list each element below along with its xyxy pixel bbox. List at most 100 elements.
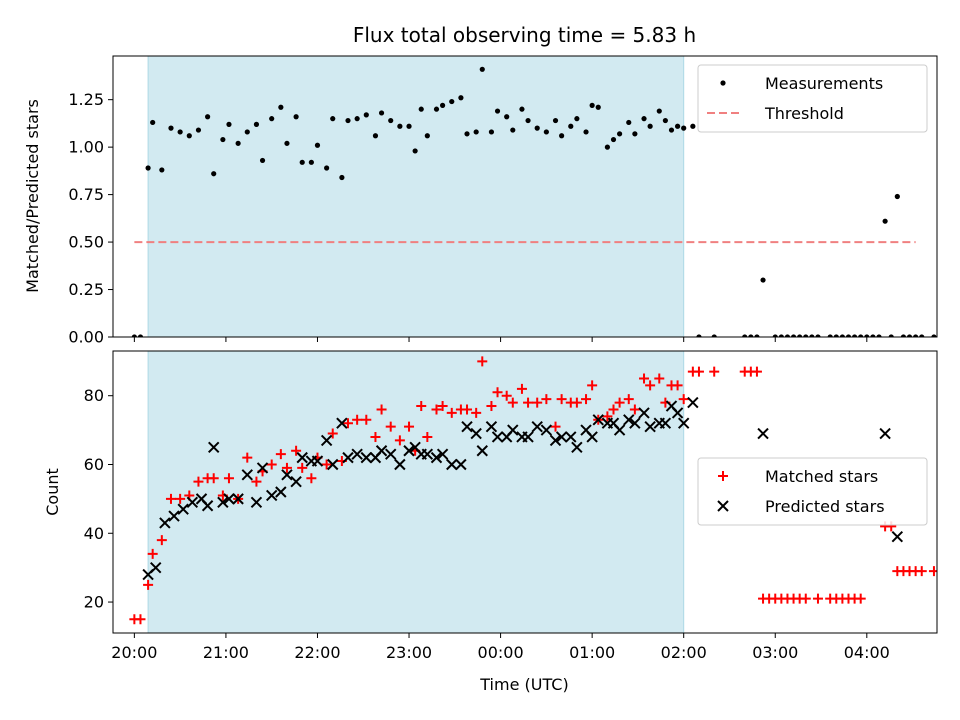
data-point xyxy=(638,407,650,419)
data-point xyxy=(882,218,888,224)
data-point xyxy=(278,104,284,110)
legend-marker xyxy=(720,80,726,86)
data-point xyxy=(790,334,797,337)
data-point xyxy=(540,424,553,436)
legend-marker xyxy=(718,471,728,481)
data-point xyxy=(644,420,656,433)
data-point xyxy=(543,129,549,135)
data-point xyxy=(137,334,144,337)
x-axis-label: Time (UTC) xyxy=(479,675,568,694)
data-point xyxy=(629,404,640,415)
data-point xyxy=(311,455,324,467)
data-point xyxy=(797,334,803,337)
x-tick-label: 01:00 xyxy=(569,643,615,662)
data-point xyxy=(424,133,430,139)
data-point xyxy=(336,417,348,429)
data-point xyxy=(281,462,292,473)
data-point xyxy=(815,334,821,337)
data-point xyxy=(668,127,675,133)
data-point xyxy=(913,334,919,337)
data-point xyxy=(363,112,369,118)
data-point xyxy=(928,566,937,577)
data-point xyxy=(629,417,641,429)
x-tick-label: 22:00 xyxy=(294,643,340,662)
data-point xyxy=(803,334,809,337)
data-point xyxy=(477,356,488,367)
data-point xyxy=(748,334,754,337)
data-point xyxy=(654,373,665,384)
data-point xyxy=(690,123,696,129)
data-point xyxy=(919,334,925,337)
legend-label: Matched stars xyxy=(765,467,878,486)
y-tick-label: 0.25 xyxy=(68,280,104,299)
data-point xyxy=(135,614,146,625)
data-point xyxy=(327,428,338,439)
data-point xyxy=(458,95,464,101)
data-point xyxy=(168,125,174,131)
legend-label: Threshold xyxy=(764,104,844,123)
data-point xyxy=(455,458,467,471)
data-point xyxy=(446,407,457,418)
data-point xyxy=(888,334,894,337)
data-point xyxy=(772,334,778,337)
data-point xyxy=(516,383,527,394)
data-point xyxy=(186,133,192,139)
data-point xyxy=(177,503,189,515)
data-point xyxy=(916,566,927,577)
data-point xyxy=(525,117,531,124)
data-point xyxy=(891,530,904,543)
data-point xyxy=(568,123,574,129)
data-point xyxy=(674,123,681,129)
data-point xyxy=(226,121,232,127)
data-point xyxy=(900,334,907,337)
data-point xyxy=(784,334,791,337)
data-point xyxy=(421,448,434,460)
bottom-y-axis-label: Count xyxy=(43,468,62,516)
data-point xyxy=(370,431,381,442)
data-point xyxy=(220,136,226,143)
data-point xyxy=(352,414,363,425)
data-point xyxy=(485,420,498,433)
data-point xyxy=(864,334,870,337)
data-point xyxy=(617,131,623,137)
data-point xyxy=(376,404,387,415)
data-point xyxy=(284,140,290,146)
data-point xyxy=(486,401,497,412)
x-tick-label: 20:00 xyxy=(111,643,157,662)
data-point xyxy=(244,129,250,135)
data-point xyxy=(827,334,833,337)
data-point xyxy=(223,473,234,484)
data-point xyxy=(397,123,403,129)
data-point xyxy=(145,165,151,171)
data-point xyxy=(159,517,171,529)
data-point xyxy=(339,174,345,181)
data-point xyxy=(412,148,418,154)
data-point xyxy=(681,125,687,131)
data-point xyxy=(205,114,211,120)
data-point xyxy=(855,593,866,604)
data-point xyxy=(177,129,183,135)
data-point xyxy=(269,116,275,122)
data-point xyxy=(507,397,518,408)
data-point xyxy=(778,334,784,337)
top-observing-span xyxy=(147,55,685,338)
data-point xyxy=(473,129,479,135)
x-tick-label: 04:00 xyxy=(844,643,890,662)
data-point xyxy=(488,129,495,135)
data-point xyxy=(623,394,634,405)
data-point xyxy=(671,407,684,419)
data-point xyxy=(556,394,567,405)
data-point xyxy=(291,445,302,456)
data-point xyxy=(839,334,845,337)
data-point xyxy=(385,421,396,432)
legend-label: Measurements xyxy=(765,74,883,93)
data-point xyxy=(662,117,668,124)
data-point xyxy=(555,431,568,443)
data-point xyxy=(241,469,253,481)
data-point xyxy=(641,116,647,122)
data-point xyxy=(361,414,372,425)
data-point xyxy=(388,117,394,124)
bottom-legend: Matched stars Predicted stars xyxy=(697,457,928,526)
data-point xyxy=(416,401,427,412)
data-point xyxy=(559,133,565,139)
